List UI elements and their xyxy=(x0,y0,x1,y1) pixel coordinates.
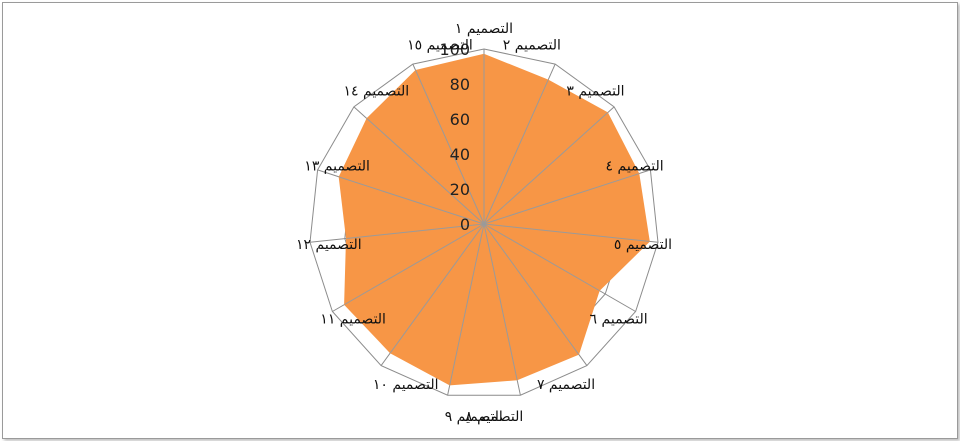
spoke-overlay-13 xyxy=(339,176,485,225)
category-label-6: التصميم ٦ xyxy=(590,312,648,328)
category-label-5: التصميم ٥ xyxy=(614,237,672,253)
tick-label-0: 0 xyxy=(460,215,470,234)
category-label-7: التصميم ٧ xyxy=(537,377,595,393)
tick-label-100: 100 xyxy=(439,40,470,59)
spoke-overlay-7 xyxy=(483,223,580,355)
category-label-4: التصميم ٤ xyxy=(606,159,664,175)
tick-label-80: 80 xyxy=(450,75,470,94)
spoke-overlay-3 xyxy=(483,112,608,225)
spoke-overlay-4 xyxy=(483,173,639,225)
category-label-15: التصميم ١٥ xyxy=(407,37,473,53)
category-label-8: التصميم ٨ xyxy=(465,409,523,425)
spoke-overlay-10 xyxy=(389,223,485,354)
category-label-11: التصميم ١١ xyxy=(320,312,386,328)
spoke-overlay-8 xyxy=(483,223,518,380)
radar-series xyxy=(338,53,650,386)
category-label-14: التصميم ١٤ xyxy=(344,84,410,100)
series-1-area xyxy=(338,53,650,386)
spoke-overlay-12 xyxy=(346,223,485,239)
tick-label-20: 20 xyxy=(450,180,470,199)
spoke-overlay-5 xyxy=(483,223,650,242)
radial-tick-labels: 0 20 40 60 80 100 xyxy=(439,40,470,234)
spoke-overlay-15 xyxy=(415,70,485,225)
category-label-12: التصميم ١٢ xyxy=(296,237,362,253)
tick-label-40: 40 xyxy=(450,145,470,164)
tick-label-60: 60 xyxy=(450,110,470,129)
spoke-overlay-6 xyxy=(483,223,600,291)
category-label-10: التصميم ١٠ xyxy=(373,377,439,393)
category-label-3: التصميم ٣ xyxy=(566,84,624,100)
category-label-9: التصميم ٩ xyxy=(445,409,503,425)
category-label-2: التصميم ٢ xyxy=(503,37,561,53)
grid-ring-100 xyxy=(309,48,659,396)
spoke-overlay-9 xyxy=(449,223,485,386)
category-label-1: التصميم ١ xyxy=(455,21,513,37)
spoke-overlay-2 xyxy=(483,79,549,225)
category-label-13: التصميم ١٣ xyxy=(304,159,370,175)
spoke-overlay-11 xyxy=(344,223,485,305)
spoke-overlay-14 xyxy=(366,118,485,225)
